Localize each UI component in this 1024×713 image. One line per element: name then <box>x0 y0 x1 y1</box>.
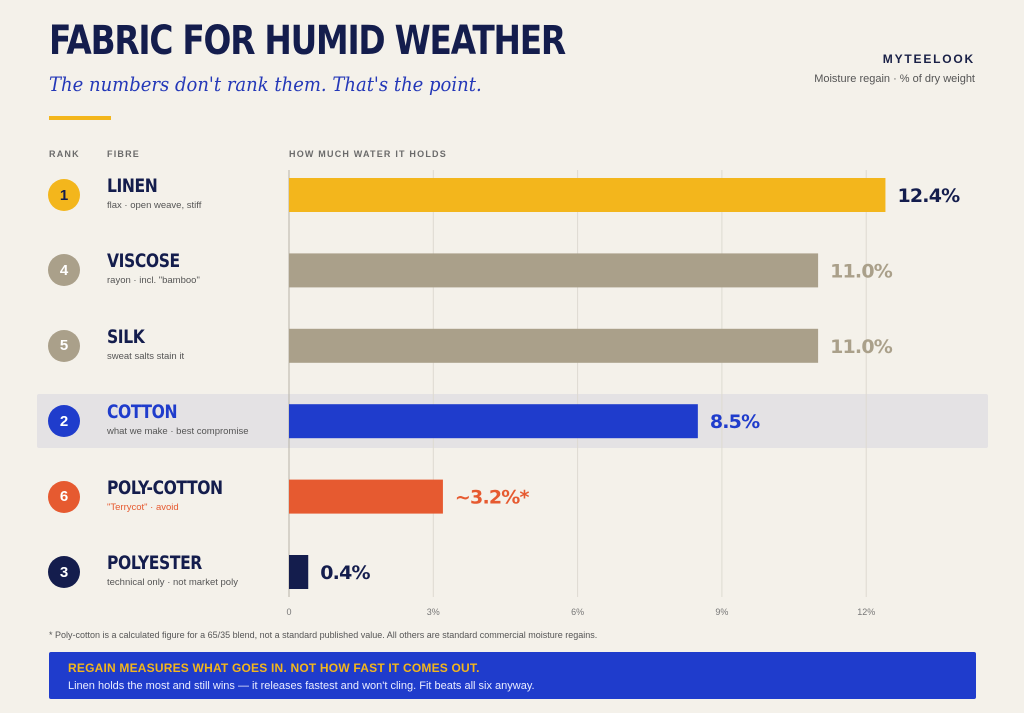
x-tick-label: 9% <box>715 607 728 617</box>
x-tick-label: 6% <box>571 607 584 617</box>
value-label: 11.0% <box>830 260 893 282</box>
page-subtitle: The numbers don't rank them. That's the … <box>49 72 482 96</box>
fibre-description: flax · open weave, stiff <box>107 200 202 211</box>
bar-polyester <box>289 555 309 589</box>
x-tick-label: 0 <box>286 607 291 617</box>
fibre-description: technical only · not market poly <box>107 577 238 588</box>
column-header-rank: RANK <box>49 149 80 159</box>
value-label: ~3.2%* <box>455 487 530 509</box>
rank-badge: 4 <box>48 254 80 287</box>
measure-caption: Moisture regain · % of dry weight <box>814 73 975 85</box>
fibre-name: SILK <box>107 325 145 348</box>
banner-body: Linen holds the most and still wins — it… <box>68 680 535 692</box>
accent-divider <box>49 116 111 120</box>
column-header-value: HOW MUCH WATER IT HOLDS <box>289 149 447 159</box>
x-tick-label: 3% <box>427 607 440 617</box>
fibre-name: COTTON <box>107 401 178 424</box>
fibre-description: rayon · incl. "bamboo" <box>107 275 200 287</box>
bar-linen <box>289 178 886 212</box>
bar-poly-cotton <box>289 479 443 514</box>
footnote: * Poly-cotton is a calculated figure for… <box>49 630 598 640</box>
rank-badge: 1 <box>48 179 80 211</box>
x-tick-label: 12% <box>857 607 875 617</box>
value-label: 12.4% <box>897 185 960 207</box>
rank-badge: 5 <box>48 329 80 362</box>
rank-badge: 3 <box>48 556 80 588</box>
fibre-name: LINEN <box>107 175 158 197</box>
bar-cotton <box>289 404 698 439</box>
banner-headline: REGAIN MEASURES WHAT GOES IN. NOT HOW FA… <box>68 661 480 675</box>
takeaway-banner: REGAIN MEASURES WHAT GOES IN. NOT HOW FA… <box>49 652 976 699</box>
bar-viscose <box>289 253 819 288</box>
fibre-description: what we make · best compromise <box>107 426 249 438</box>
rank-badge: 2 <box>48 405 80 438</box>
column-header-fibre: FIBRE <box>107 149 140 159</box>
page-title: FABRIC FOR HUMID WEATHER <box>49 18 566 64</box>
bar-silk <box>289 328 819 363</box>
value-label: 8.5% <box>710 411 760 433</box>
fibre-name: POLYESTER <box>107 552 202 574</box>
rank-badge: 6 <box>48 480 80 513</box>
fibre-description: sweat salts stain it <box>107 350 185 362</box>
value-label: 0.4% <box>320 562 370 584</box>
brand-name: MYTEELOOK <box>882 52 975 66</box>
value-label: 11.0% <box>830 336 893 358</box>
fibre-description: "Terrycot" · avoid <box>107 501 179 513</box>
fibre-name: POLY-COTTON <box>107 476 223 499</box>
fibre-name: VISCOSE <box>107 250 180 273</box>
